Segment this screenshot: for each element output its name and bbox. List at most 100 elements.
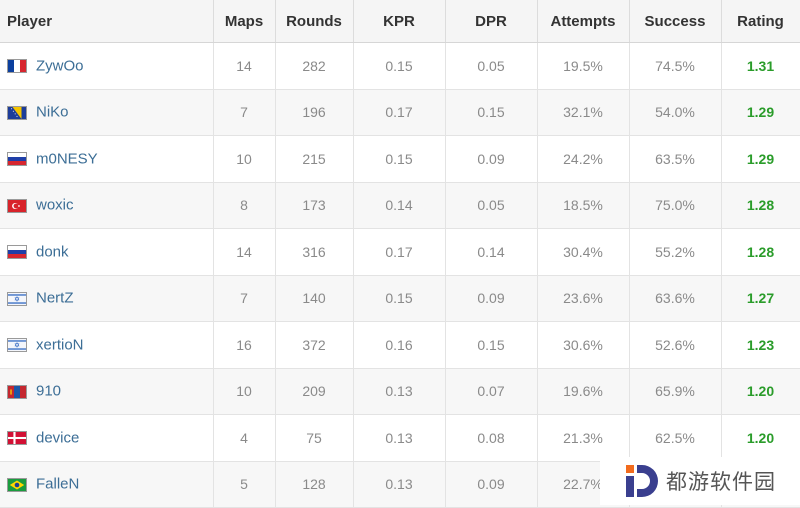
header-rating[interactable]: Rating: [721, 0, 800, 43]
rating-cell: 1.28: [721, 182, 800, 229]
mongolia-flag-icon: [7, 384, 27, 399]
attempts-cell: 24.2%: [537, 135, 630, 183]
player-cell: xertioN: [0, 321, 214, 369]
player-link[interactable]: xertioN: [36, 336, 84, 354]
header-kpr[interactable]: KPR: [353, 0, 446, 43]
header-rounds[interactable]: Rounds: [275, 0, 354, 43]
kpr-cell: 0.13: [353, 368, 446, 415]
success-cell: 63.5%: [629, 135, 722, 183]
player-cell: donk: [0, 228, 214, 276]
player-cell: 910: [0, 368, 214, 415]
brazil-flag-icon: [7, 477, 27, 492]
rounds-cell: 282: [275, 42, 354, 90]
attempts-cell: 23.6%: [537, 275, 630, 322]
attempts-cell: 18.5%: [537, 182, 630, 229]
kpr-cell: 0.13: [353, 414, 446, 462]
player-link[interactable]: NiKo: [36, 104, 69, 122]
rating-cell: 1.20: [721, 414, 800, 462]
rating-cell: 1.20: [721, 368, 800, 415]
rounds-cell: 75: [275, 414, 354, 462]
player-cell: woxic: [0, 182, 214, 229]
table-row: NiKo 7 196 0.17 0.15 32.1% 54.0% 1.29: [0, 89, 800, 136]
watermark-text: 都游软件园: [666, 470, 776, 494]
header-success[interactable]: Success: [629, 0, 722, 43]
bosnia-flag-icon: [7, 105, 27, 120]
kpr-cell: 0.14: [353, 182, 446, 229]
rounds-cell: 209: [275, 368, 354, 415]
player-cell: NertZ: [0, 275, 214, 322]
maps-cell: 7: [213, 275, 276, 322]
table-row: ZywOo 14 282 0.15 0.05 19.5% 74.5% 1.31: [0, 42, 800, 90]
success-cell: 75.0%: [629, 182, 722, 229]
turkey-flag-icon: [7, 198, 27, 213]
kpr-cell: 0.13: [353, 461, 446, 508]
player-link[interactable]: woxic: [36, 197, 74, 215]
maps-cell: 10: [213, 368, 276, 415]
success-cell: 55.2%: [629, 228, 722, 276]
attempts-cell: 19.6%: [537, 368, 630, 415]
success-cell: 65.9%: [629, 368, 722, 415]
russia-flag-icon: [7, 245, 27, 260]
dpr-cell: 0.08: [445, 414, 538, 462]
player-cell: FalleN: [0, 461, 214, 508]
success-cell: 74.5%: [629, 42, 722, 90]
table-row: device 4 75 0.13 0.08 21.3% 62.5% 1.20: [0, 414, 800, 462]
rounds-cell: 196: [275, 89, 354, 136]
dpr-cell: 0.05: [445, 42, 538, 90]
maps-cell: 4: [213, 414, 276, 462]
attempts-cell: 32.1%: [537, 89, 630, 136]
table-row: donk 14 316 0.17 0.14 30.4% 55.2% 1.28: [0, 228, 800, 276]
player-cell: m0NESY: [0, 135, 214, 183]
header-player[interactable]: Player: [0, 0, 214, 43]
table-row: 910 10 209 0.13 0.07 19.6% 65.9% 1.20: [0, 368, 800, 415]
dpr-cell: 0.05: [445, 182, 538, 229]
kpr-cell: 0.17: [353, 228, 446, 276]
dpr-cell: 0.15: [445, 89, 538, 136]
player-link[interactable]: 910: [36, 383, 62, 401]
header-maps[interactable]: Maps: [213, 0, 276, 43]
dpr-cell: 0.09: [445, 135, 538, 183]
header-attempts[interactable]: Attempts: [537, 0, 630, 43]
player-link[interactable]: donk: [36, 243, 69, 261]
kpr-cell: 0.16: [353, 321, 446, 369]
maps-cell: 16: [213, 321, 276, 369]
kpr-cell: 0.15: [353, 42, 446, 90]
dpr-cell: 0.14: [445, 228, 538, 276]
attempts-cell: 30.4%: [537, 228, 630, 276]
rating-cell: 1.29: [721, 89, 800, 136]
rounds-cell: 173: [275, 182, 354, 229]
rating-cell: 1.23: [721, 321, 800, 369]
israel-flag-icon: [7, 291, 27, 306]
maps-cell: 14: [213, 42, 276, 90]
player-link[interactable]: device: [36, 429, 80, 447]
success-cell: 62.5%: [629, 414, 722, 462]
player-cell: device: [0, 414, 214, 462]
rating-cell: 1.28: [721, 228, 800, 276]
table-row: m0NESY 10 215 0.15 0.09 24.2% 63.5% 1.29: [0, 135, 800, 183]
table-row: woxic 8 173 0.14 0.05 18.5% 75.0% 1.28: [0, 182, 800, 229]
dpr-cell: 0.07: [445, 368, 538, 415]
denmark-flag-icon: [7, 431, 27, 446]
france-flag-icon: [7, 59, 27, 74]
maps-cell: 14: [213, 228, 276, 276]
watermark: 都游软件园: [600, 457, 800, 505]
rounds-cell: 215: [275, 135, 354, 183]
player-link[interactable]: FalleN: [36, 476, 80, 494]
russia-flag-icon: [7, 152, 27, 167]
rounds-cell: 372: [275, 321, 354, 369]
maps-cell: 10: [213, 135, 276, 183]
rating-cell: 1.29: [721, 135, 800, 183]
maps-cell: 7: [213, 89, 276, 136]
attempts-cell: 19.5%: [537, 42, 630, 90]
table-body: ZywOo 14 282 0.15 0.05 19.5% 74.5% 1.31 NiKo 7 196…: [0, 42, 800, 508]
dpr-cell: 0.09: [445, 275, 538, 322]
player-link[interactable]: ZywOo: [36, 57, 84, 75]
header-dpr[interactable]: DPR: [445, 0, 538, 43]
table-row: NertZ 7 140 0.15 0.09 23.6% 63.6% 1.27: [0, 275, 800, 322]
player-link[interactable]: NertZ: [36, 290, 74, 308]
dpr-cell: 0.15: [445, 321, 538, 369]
kpr-cell: 0.15: [353, 275, 446, 322]
player-link[interactable]: m0NESY: [36, 150, 98, 168]
success-cell: 54.0%: [629, 89, 722, 136]
table-header-row: Player Maps Rounds KPR DPR Attempts Succ…: [0, 0, 800, 43]
